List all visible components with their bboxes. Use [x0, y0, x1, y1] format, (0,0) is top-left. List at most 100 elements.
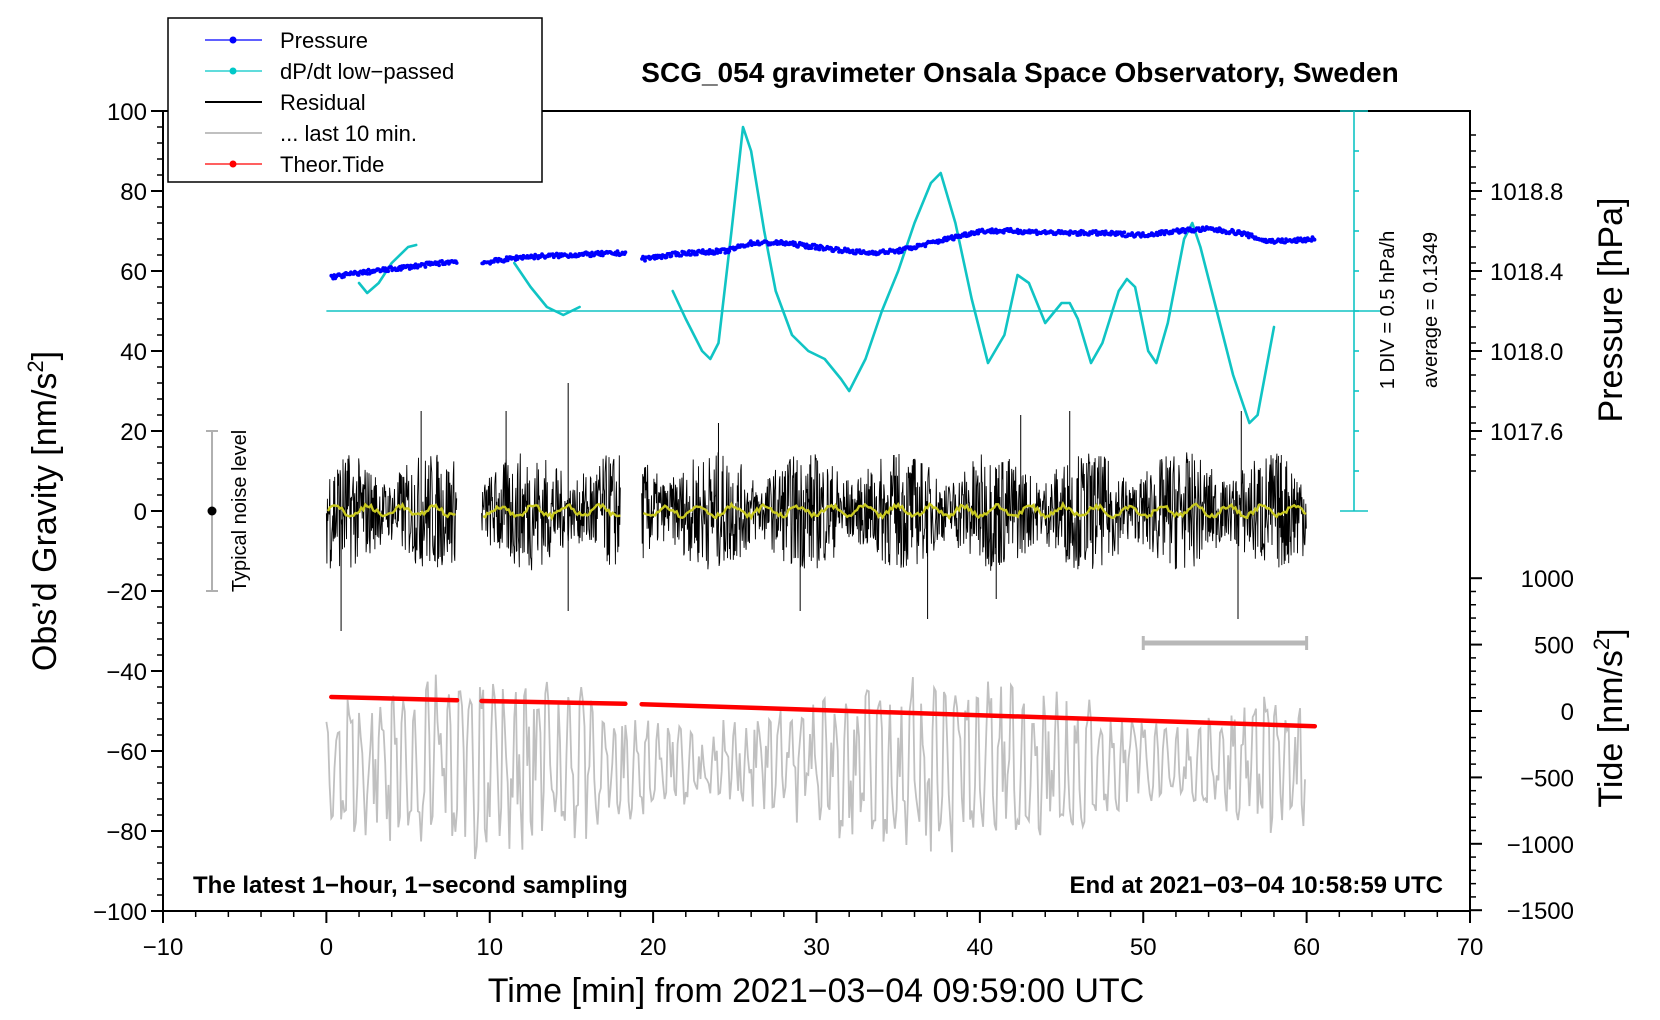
dpdt-average-label: average = 0.1349	[1420, 232, 1442, 388]
pressure-point	[1094, 229, 1098, 233]
pressure-point	[817, 247, 822, 252]
pressure-tick-label: 1018.0	[1490, 339, 1563, 366]
legend-entry-tide: Theor.Tide	[205, 152, 384, 177]
legend-marker-tide	[229, 160, 237, 168]
residual-mean-line	[482, 502, 621, 521]
tide-tick-label: −1500	[1507, 898, 1574, 925]
axes-layer: −10 0 10 20 30 40 50 60 70−100−80−60−40−20020406…	[93, 99, 1574, 961]
end-time-note: End at 2021−03−04 10:58:59 UTC	[1069, 872, 1443, 899]
pressure-point	[1293, 237, 1297, 242]
noise-bar-center	[207, 506, 217, 516]
legend-label-pressure: Pressure	[280, 28, 368, 53]
tide-line	[329, 694, 460, 703]
y-tick-label: −40	[106, 659, 147, 686]
pressure-point	[386, 269, 390, 274]
legend-label-residual: Residual	[280, 90, 366, 115]
legend-entry-dpdt: dP/dt low−passed	[205, 59, 454, 84]
pressure-point	[1312, 237, 1317, 242]
residual-line	[481, 453, 621, 571]
legend-label-dpdt: dP/dt low−passed	[280, 59, 454, 84]
pressure-point	[1162, 232, 1167, 237]
x-tick-label: 20	[640, 934, 667, 961]
pressure-point	[949, 234, 954, 238]
pressure-point	[941, 239, 945, 244]
y-tick-label: −20	[106, 579, 147, 606]
pressure-point	[366, 267, 371, 272]
y-axis-label-end: ]	[26, 351, 64, 360]
y-tick-label: −100	[93, 899, 147, 926]
residual-mean-line	[642, 500, 1307, 521]
pressure-point	[1078, 232, 1083, 237]
tide-tick-label: 1000	[1521, 566, 1574, 593]
pressure-point	[695, 252, 699, 257]
y-tick-label: 60	[120, 259, 147, 286]
x-tick-label: 60	[1293, 934, 1320, 961]
x-tick-label: 0	[320, 934, 333, 961]
y-axis-label: Obs’d Gravity [nm/s2]	[23, 351, 64, 671]
pressure-point	[990, 227, 994, 232]
x-tick-label: 10	[476, 934, 503, 961]
pressure-point	[454, 261, 459, 265]
pressure-point	[755, 239, 760, 244]
tide-axis-label-end: ]	[1592, 628, 1630, 637]
pressure-point	[532, 256, 537, 261]
tide-tick-label: 500	[1534, 633, 1574, 660]
y-tick-label: 20	[120, 419, 147, 446]
pressure-point	[1196, 226, 1201, 231]
legend-entry-residual: Residual	[205, 90, 366, 115]
y-tick-label: −80	[106, 819, 147, 846]
series-layer	[206, 110, 1381, 860]
residual-mean-line	[326, 501, 456, 519]
legend-label-tide: Theor.Tide	[280, 152, 384, 177]
x-axis-label: Time [min] from 2021−03−04 09:59:00 UTC	[488, 972, 1144, 1010]
dpdt-scale-label: 1 DIV = 0.5 hPa/h	[1377, 231, 1399, 389]
tide-line	[479, 698, 628, 707]
pressure-point	[897, 246, 902, 251]
sampling-note: The latest 1−hour, 1−second sampling	[193, 872, 628, 899]
pressure-point	[437, 263, 441, 268]
pressure-point	[963, 231, 968, 236]
y-tick-label: 40	[120, 339, 147, 366]
y-axis-label-main: Obs’d Gravity [nm/s	[26, 373, 64, 672]
pressure-point	[1280, 237, 1284, 242]
dpdt-line	[671, 125, 1276, 425]
legend-marker-dpdt	[229, 67, 237, 75]
dpdt-line	[357, 243, 418, 295]
tide-axis-label: Tide [nm/s2]	[1589, 628, 1630, 807]
dpdt-line	[513, 261, 581, 317]
x-tick-label: 70	[1457, 934, 1484, 961]
pressure-point	[423, 265, 428, 269]
pressure-point	[342, 274, 346, 279]
pressure-point	[857, 248, 862, 253]
x-tick-label: 30	[803, 934, 830, 961]
y-tick-label: −60	[106, 739, 147, 766]
pressure-axis-label: Pressure [hPa]	[1592, 198, 1630, 423]
legend-label-last10: ... last 10 min.	[280, 121, 417, 146]
residual-line	[325, 454, 458, 569]
tide-axis-label-main: Tide [nm/s	[1592, 650, 1630, 807]
pressure-tick-label: 1018.8	[1490, 179, 1563, 206]
noise-level-label: Typical noise level	[229, 430, 251, 592]
legend: Pressure dP/dt low−passed Residual ... l…	[167, 17, 543, 183]
legend-box	[167, 17, 543, 183]
x-tick-label: 40	[967, 934, 994, 961]
tide-tick-label: −500	[1520, 765, 1574, 792]
pressure-point	[727, 249, 732, 253]
pressure-point	[664, 255, 669, 260]
chart-title: SCG_054 gravimeter Onsala Space Observat…	[641, 57, 1398, 88]
y-tick-label: 100	[107, 99, 147, 126]
pressure-point	[1158, 232, 1163, 237]
pressure-point	[809, 246, 814, 250]
x-tick-label: 50	[1130, 934, 1157, 961]
legend-entry-last10: ... last 10 min.	[205, 121, 417, 146]
last10-line	[325, 674, 1306, 860]
y-tick-label: 0	[134, 499, 147, 526]
pressure-point	[1120, 233, 1125, 238]
pressure-point	[643, 258, 647, 263]
y-tick-label: 80	[120, 179, 147, 206]
tide-tick-label: 0	[1561, 699, 1574, 726]
x-tick-label: −10	[143, 934, 184, 961]
tide-line	[639, 701, 1318, 729]
pressure-point	[1122, 230, 1127, 235]
